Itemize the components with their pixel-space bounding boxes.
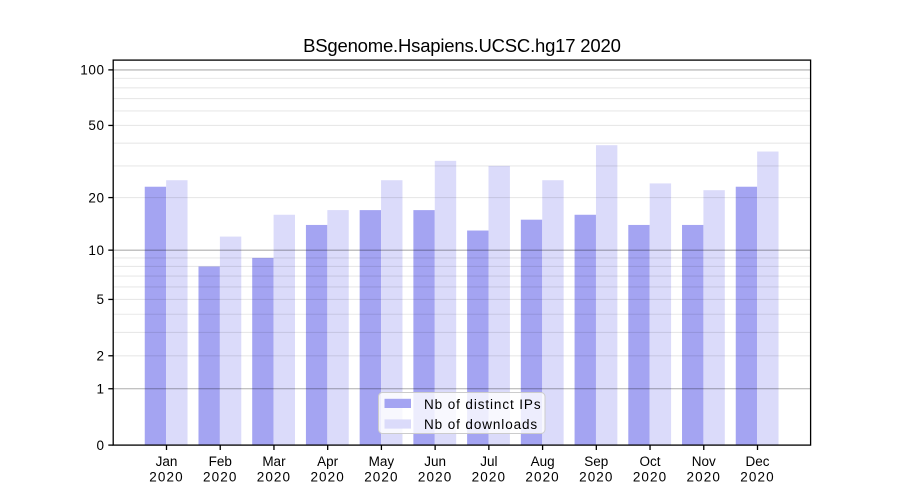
svg-text:2020: 2020 bbox=[149, 469, 183, 484]
svg-text:1: 1 bbox=[97, 381, 105, 396]
svg-text:2020: 2020 bbox=[687, 469, 721, 484]
svg-text:2: 2 bbox=[97, 348, 105, 363]
svg-text:Aug: Aug bbox=[531, 454, 555, 469]
svg-text:Oct: Oct bbox=[640, 454, 661, 469]
svg-text:Jan: Jan bbox=[156, 454, 178, 469]
svg-text:BSgenome.Hsapiens.UCSC.hg17 20: BSgenome.Hsapiens.UCSC.hg17 2020 bbox=[303, 35, 621, 56]
svg-text:2020: 2020 bbox=[633, 469, 667, 484]
svg-text:2020: 2020 bbox=[364, 469, 398, 484]
svg-text:Nb of distinct IPs: Nb of distinct IPs bbox=[424, 397, 542, 412]
svg-text:2020: 2020 bbox=[579, 469, 613, 484]
svg-text:20: 20 bbox=[88, 190, 104, 205]
svg-text:2020: 2020 bbox=[740, 469, 774, 484]
svg-text:Apr: Apr bbox=[317, 454, 339, 469]
svg-text:Mar: Mar bbox=[262, 454, 286, 469]
svg-text:50: 50 bbox=[88, 118, 104, 133]
svg-text:2020: 2020 bbox=[257, 469, 291, 484]
svg-text:100: 100 bbox=[80, 63, 104, 78]
svg-text:2020: 2020 bbox=[525, 469, 559, 484]
svg-text:2020: 2020 bbox=[472, 469, 506, 484]
svg-text:10: 10 bbox=[88, 243, 104, 258]
svg-text:0: 0 bbox=[97, 438, 105, 453]
svg-text:2020: 2020 bbox=[310, 469, 344, 484]
svg-text:Sep: Sep bbox=[584, 454, 608, 469]
svg-text:May: May bbox=[369, 454, 395, 469]
svg-text:Nb of downloads: Nb of downloads bbox=[424, 417, 538, 432]
svg-text:Nov: Nov bbox=[692, 454, 716, 469]
svg-text:5: 5 bbox=[97, 292, 105, 307]
svg-text:Feb: Feb bbox=[209, 454, 232, 469]
svg-text:Dec: Dec bbox=[745, 454, 769, 469]
svg-text:2020: 2020 bbox=[418, 469, 452, 484]
svg-text:Jul: Jul bbox=[480, 454, 497, 469]
svg-text:Jun: Jun bbox=[424, 454, 446, 469]
svg-text:2020: 2020 bbox=[203, 469, 237, 484]
